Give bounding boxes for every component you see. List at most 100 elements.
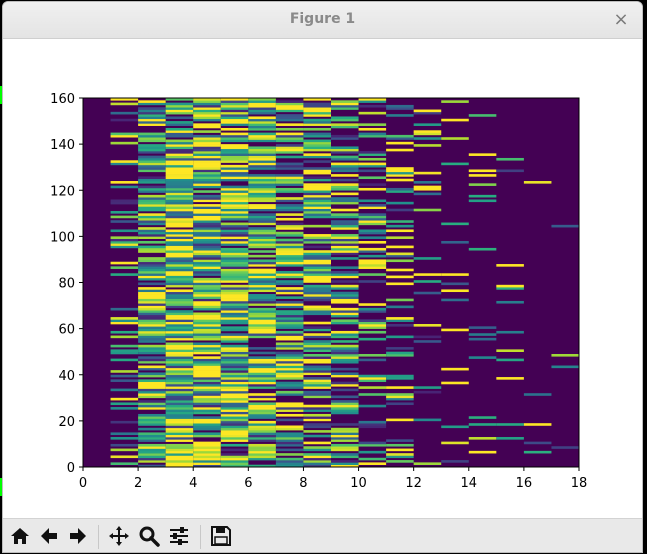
move-icon: [109, 526, 129, 546]
back-button[interactable]: [36, 523, 62, 549]
heatmap-cell: [248, 432, 276, 436]
heatmap-cell: [220, 404, 249, 408]
forward-button[interactable]: [65, 523, 91, 549]
heatmap-cell: [358, 123, 387, 126]
pan-button[interactable]: [106, 523, 132, 549]
heatmap-cell: [138, 294, 166, 297]
close-icon[interactable]: ×: [613, 9, 629, 30]
heatmap-cell: [110, 181, 139, 184]
heatmap-cell: [165, 280, 194, 283]
heatmap-cell: [248, 123, 276, 126]
heatmap-cell: [193, 185, 221, 189]
heatmap-cell: [138, 388, 166, 392]
heatmap-cell: [220, 116, 249, 120]
heatmap-cell: [138, 132, 166, 136]
heatmap-cell: [248, 151, 276, 154]
heatmap-cell: [193, 199, 221, 203]
heatmap-cell: [220, 377, 249, 380]
heatmap-cell: [248, 254, 276, 258]
heatmap-cell: [165, 261, 194, 265]
heatmap-cell: [220, 190, 249, 193]
heatmap-cell: [331, 448, 359, 452]
heatmap-cell: [248, 314, 276, 318]
heatmap-cell: [165, 275, 194, 279]
heatmap-cell: [165, 386, 194, 389]
heatmap-cell: [193, 314, 221, 318]
heatmap-cell: [138, 282, 166, 286]
heatmap-cell: [220, 457, 249, 461]
heatmap-cell: [138, 390, 166, 394]
heatmap-cell: [193, 317, 221, 320]
heatmap-cell: [165, 383, 194, 387]
heatmap-cell: [193, 211, 221, 214]
heatmap-cell: [193, 190, 221, 193]
heatmap-cell: [193, 229, 221, 233]
heatmap-cell: [193, 171, 221, 175]
window-title: Figure 1: [289, 11, 356, 27]
heatmap-cell: [138, 349, 166, 352]
heatmap-cell: [220, 340, 249, 343]
heatmap-cell: [275, 178, 304, 182]
heatmap-cell: [165, 326, 194, 329]
heatmap-cell: [248, 187, 276, 191]
heatmap-cell: [138, 215, 166, 219]
heatmap-cell: [220, 192, 249, 196]
chart-canvas[interactable]: 0 2 4 6 8 10 12 14 16 18 0 20 40 60 80 100 120 140 160: [3, 39, 642, 517]
heatmap-cell: [110, 335, 139, 339]
heatmap-cell: [138, 190, 166, 193]
heatmap-cell: [220, 413, 249, 417]
heatmap-cell: [331, 409, 359, 412]
heatmap-cell: [248, 328, 276, 332]
heatmap-cell: [165, 224, 194, 228]
heatmap-cell: [468, 174, 497, 177]
heatmap-cell: [275, 204, 304, 207]
heatmap-cell: [331, 383, 359, 387]
heatmap-cell: [138, 148, 166, 152]
heatmap-cell: [303, 187, 331, 191]
heatmap-cell: [358, 303, 387, 306]
heatmap-cell: [275, 197, 304, 200]
heatmap-cell: [386, 317, 414, 320]
heatmap-cell: [303, 372, 331, 376]
heatmap-cell: [331, 252, 359, 256]
heatmap-cell: [165, 356, 194, 359]
heatmap-cell: [275, 273, 304, 276]
heatmap-cell: [193, 183, 221, 186]
heatmap-cell: [248, 176, 276, 180]
heatmap-cell: [220, 284, 249, 288]
heatmap-cell: [358, 450, 387, 454]
heatmap-cell: [331, 395, 359, 399]
heatmap-cell: [165, 206, 194, 209]
heatmap-cell: [165, 397, 194, 401]
zoom-button[interactable]: [136, 523, 162, 549]
heatmap-cell: [275, 457, 304, 461]
heatmap-cell: [220, 187, 249, 191]
configure-subplots-button[interactable]: [166, 523, 192, 549]
heatmap-cell: [165, 291, 194, 295]
home-button[interactable]: [7, 523, 33, 549]
heatmap-cell: [386, 460, 414, 463]
heatmap-cell: [275, 114, 304, 117]
heatmap-cell: [331, 335, 359, 339]
heatmap-cell: [358, 273, 387, 276]
heatmap-cell: [248, 240, 276, 244]
save-button[interactable]: [208, 523, 234, 549]
heatmap-cell: [193, 446, 221, 449]
heatmap-cell: [193, 360, 221, 364]
heatmap-cell: [193, 264, 221, 267]
heatmap-cell: [220, 270, 249, 274]
heatmap-cell: [331, 275, 359, 279]
heatmap-cell: [303, 307, 331, 311]
heatmap-cell: [468, 337, 497, 341]
title-bar[interactable]: Figure 1 ×: [3, 2, 642, 39]
heatmap-cell: [193, 220, 221, 223]
heatmap-cell: [413, 390, 442, 394]
heatmap-cell: [138, 164, 166, 168]
heatmap-cell: [248, 243, 276, 246]
heatmap-cell: [275, 360, 304, 364]
heatmap-cell: [220, 171, 249, 175]
heatmap-cell: [303, 287, 331, 290]
heatmap-cell: [165, 455, 194, 459]
heatmap-cell: [275, 280, 304, 283]
heatmap-cell: [138, 162, 166, 166]
